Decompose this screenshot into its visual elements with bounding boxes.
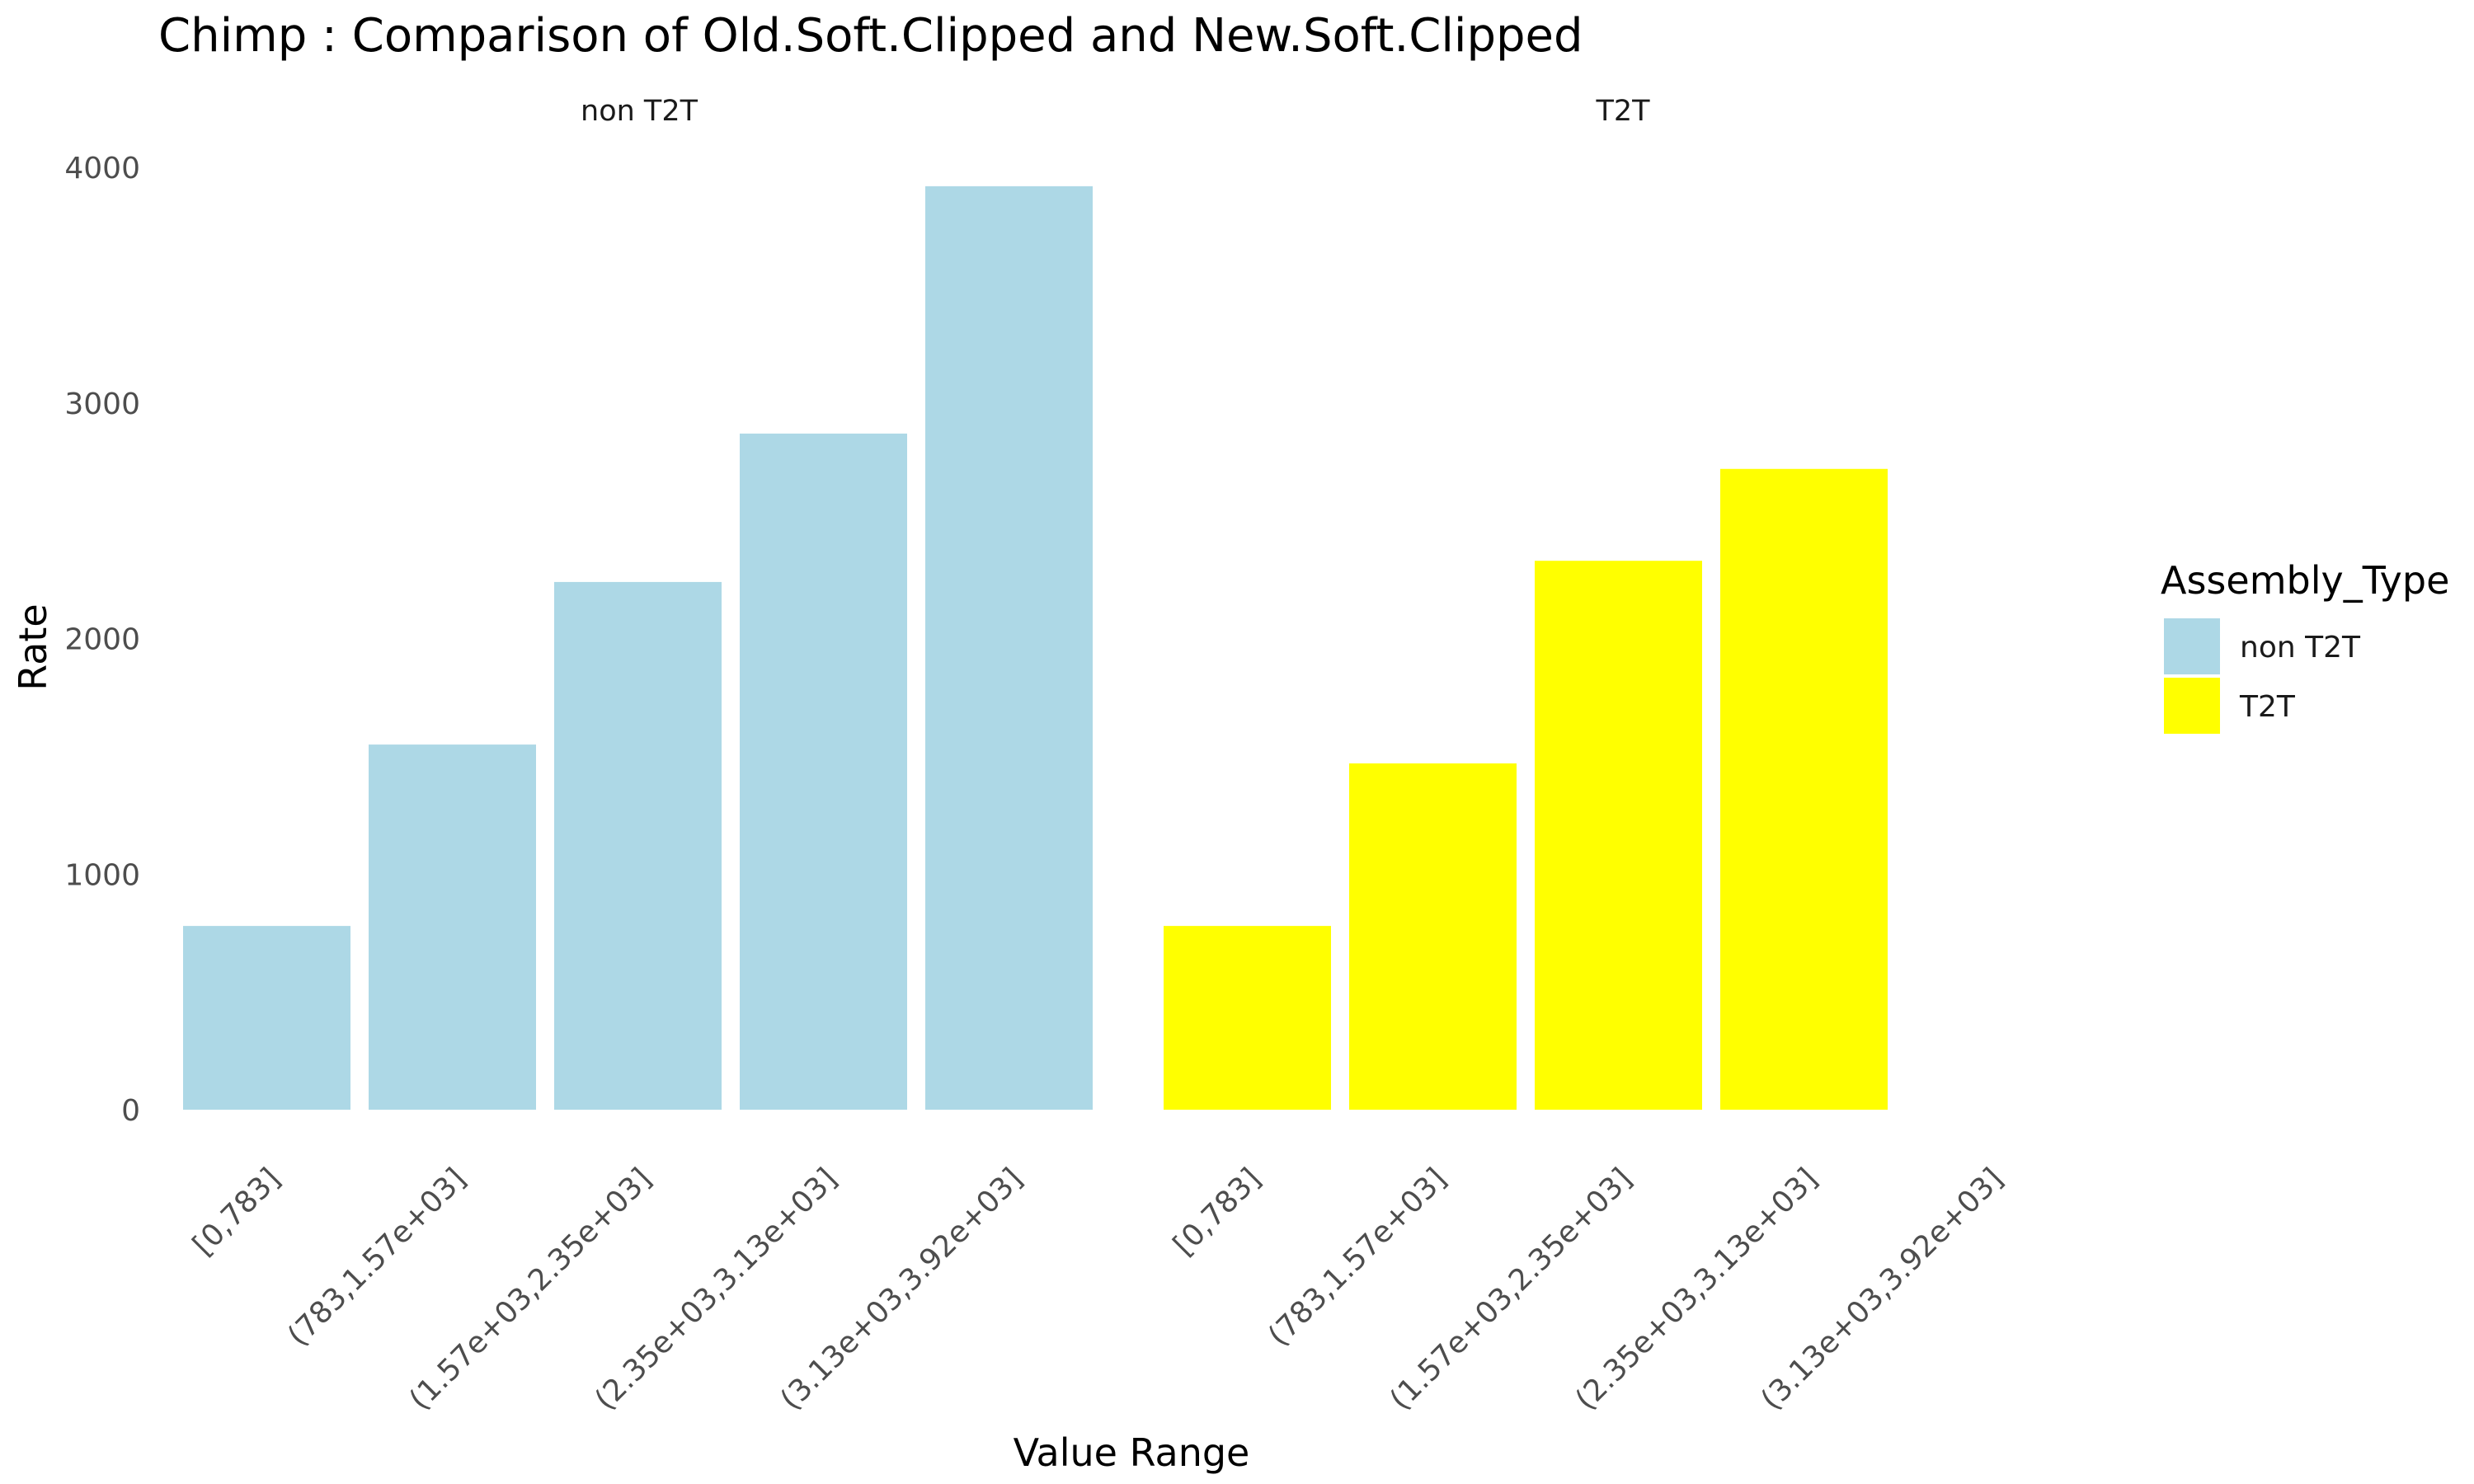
y-axis-title: Rate bbox=[11, 603, 55, 690]
bar-non-t2t-4 bbox=[740, 433, 907, 1110]
y-tick-label: 0 bbox=[121, 1094, 140, 1128]
legend-swatch-non-t2t bbox=[2164, 618, 2220, 674]
facet-label-t2t: T2T bbox=[1595, 95, 1650, 128]
bar-t2t-2 bbox=[1349, 763, 1517, 1110]
bar-non-t2t-3 bbox=[554, 581, 722, 1110]
legend-title: Assembly_Type bbox=[2161, 558, 2449, 603]
y-tick-label: 4000 bbox=[64, 152, 140, 186]
y-tick-label: 2000 bbox=[64, 623, 140, 657]
bar-t2t-1 bbox=[1164, 926, 1331, 1110]
chart-title: Chimp : Comparison of Old.Soft.Clipped a… bbox=[158, 9, 1583, 63]
legend-label-non-t2t: non T2T bbox=[2240, 631, 2361, 665]
x-tick-label: [0,783] bbox=[186, 1162, 287, 1262]
bar-non-t2t-2 bbox=[369, 744, 536, 1110]
legend-swatch-t2t bbox=[2164, 678, 2220, 734]
bar-non-t2t-1 bbox=[183, 926, 350, 1110]
bars bbox=[183, 186, 1888, 1111]
bar-t2t-3 bbox=[1535, 561, 1702, 1110]
legend: Assembly_Type non T2T T2T bbox=[2161, 558, 2449, 734]
x-tick-label: (783,1.57e+03] bbox=[281, 1162, 473, 1353]
facet-label-non-t2t: non T2T bbox=[581, 95, 698, 128]
bar-non-t2t-5 bbox=[925, 186, 1093, 1111]
y-tick-label: 1000 bbox=[64, 858, 140, 892]
y-axis-ticks: 0 1000 2000 3000 4000 bbox=[64, 152, 140, 1128]
legend-label-t2t: T2T bbox=[2239, 690, 2296, 724]
x-tick-label: (783,1.57e+03] bbox=[1262, 1162, 1453, 1353]
x-tick-label: [0,783] bbox=[1167, 1162, 1268, 1262]
y-tick-label: 3000 bbox=[64, 387, 140, 421]
x-axis-ticks: [0,783](783,1.57e+03](1.57e+03,2.35e+03]… bbox=[186, 1162, 2010, 1416]
x-axis-title: Value Range bbox=[1014, 1430, 1250, 1475]
bar-t2t-4 bbox=[1720, 468, 1888, 1110]
